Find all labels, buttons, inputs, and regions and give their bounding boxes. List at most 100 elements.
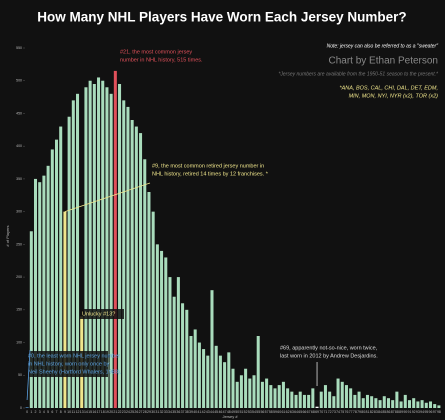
x-tick-label: 66 bbox=[302, 410, 306, 414]
x-tick-label: 62 bbox=[286, 410, 290, 414]
bar bbox=[370, 396, 374, 408]
bar bbox=[437, 405, 441, 408]
x-tick-label: 80 bbox=[361, 410, 365, 414]
x-tick-label: 75 bbox=[340, 410, 344, 414]
x-tick-label: 48 bbox=[227, 410, 231, 414]
x-tick-label: 38 bbox=[185, 410, 189, 414]
x-tick-label: 50 bbox=[235, 410, 239, 414]
annotation: NHL history, retired 14 times by 12 fran… bbox=[152, 171, 269, 177]
bar bbox=[391, 400, 395, 408]
x-tick-label: 49 bbox=[231, 410, 235, 414]
x-tick-label: 29 bbox=[147, 410, 151, 414]
x-tick-label: 31 bbox=[155, 410, 159, 414]
x-tick-label: 81 bbox=[366, 410, 370, 414]
bar bbox=[239, 375, 243, 408]
x-tick-label: 37 bbox=[181, 410, 185, 414]
y-axis-label: # of Players bbox=[5, 225, 10, 246]
bar bbox=[197, 342, 201, 408]
bar bbox=[248, 378, 252, 408]
bar bbox=[176, 277, 180, 408]
bar bbox=[139, 133, 143, 408]
x-tick-label: 82 bbox=[370, 410, 374, 414]
bar bbox=[218, 355, 222, 408]
x-tick-label: 60 bbox=[277, 410, 281, 414]
x-tick-label: 86 bbox=[387, 410, 391, 414]
x-tick-label: 12 bbox=[76, 410, 80, 414]
y-tick-label: 0 bbox=[20, 406, 22, 410]
y-tick-label: 200 bbox=[16, 275, 22, 279]
bar bbox=[416, 401, 420, 408]
bar bbox=[193, 329, 197, 408]
bar bbox=[189, 336, 193, 408]
x-tick-label: 55 bbox=[256, 410, 260, 414]
bar bbox=[223, 362, 227, 408]
x-tick-label: 15 bbox=[88, 410, 92, 414]
x-tick-label: 83 bbox=[374, 410, 378, 414]
annotation: in NHL history, worn only once by bbox=[28, 361, 110, 367]
bar bbox=[311, 388, 315, 408]
bar bbox=[281, 381, 285, 408]
bar bbox=[92, 84, 96, 408]
bar bbox=[63, 211, 67, 408]
annotation: Neil Sheehy (Hartford Whalers, 1988). bbox=[28, 369, 122, 375]
annotation: #0, the least worn NHL jersey number bbox=[28, 353, 120, 359]
bar bbox=[101, 80, 105, 409]
bar bbox=[118, 84, 122, 408]
y-tick-label: 450 bbox=[16, 111, 22, 115]
x-tick-label: 17 bbox=[97, 410, 101, 414]
x-tick-label: 45 bbox=[214, 410, 218, 414]
bar bbox=[290, 391, 294, 408]
bar bbox=[160, 250, 164, 408]
x-tick-label: 52 bbox=[244, 410, 248, 414]
bar bbox=[235, 381, 239, 408]
y-tick-label: 150 bbox=[16, 308, 22, 312]
x-tick-label: 27 bbox=[139, 410, 143, 414]
x-tick-label: 1 bbox=[30, 410, 32, 414]
bar bbox=[357, 391, 361, 408]
bar bbox=[365, 394, 369, 408]
bar bbox=[185, 309, 189, 408]
bar bbox=[407, 400, 411, 408]
bar bbox=[273, 388, 277, 408]
bar bbox=[244, 368, 248, 408]
x-tick-label: 63 bbox=[290, 410, 294, 414]
x-tick-label: 42 bbox=[202, 410, 206, 414]
subtitle: *Jersey numbers are available from the 1… bbox=[278, 71, 439, 77]
x-tick-label: 39 bbox=[189, 410, 193, 414]
y-tick-label: 550 bbox=[16, 46, 22, 50]
x-tick-label: 26 bbox=[134, 410, 138, 414]
bar bbox=[378, 400, 382, 408]
x-tick-label: 6 bbox=[51, 410, 53, 414]
x-tick-label: 65 bbox=[298, 410, 302, 414]
x-tick-label: 22 bbox=[118, 410, 122, 414]
x-tick-label: 79 bbox=[357, 410, 361, 414]
y-tick-label: 100 bbox=[16, 340, 22, 344]
bar bbox=[113, 70, 117, 408]
x-tick-label: 68 bbox=[311, 410, 315, 414]
x-tick-label: 51 bbox=[239, 410, 243, 414]
x-tick-label: 36 bbox=[176, 410, 180, 414]
bar bbox=[382, 396, 386, 408]
x-tick-label: 57 bbox=[265, 410, 269, 414]
bar bbox=[172, 296, 176, 408]
x-tick-label: 11 bbox=[72, 410, 76, 414]
annotation-box bbox=[26, 351, 108, 377]
y-tick-label: 300 bbox=[16, 210, 22, 214]
bar bbox=[122, 100, 126, 408]
x-tick-label: 4 bbox=[43, 410, 45, 414]
bar bbox=[168, 277, 172, 408]
x-tick-label: 30 bbox=[151, 410, 155, 414]
chart-title: How Many NHL Players Have Worn Each Jers… bbox=[37, 10, 406, 25]
x-tick-label: 56 bbox=[260, 410, 264, 414]
bar bbox=[76, 93, 80, 409]
bar bbox=[109, 93, 113, 409]
bar bbox=[33, 178, 38, 408]
bar bbox=[294, 394, 298, 408]
bar bbox=[298, 391, 302, 408]
bar bbox=[143, 159, 147, 408]
x-tick-label: 2 bbox=[35, 410, 37, 414]
annotation-box bbox=[80, 309, 124, 319]
x-tick-label: 7 bbox=[56, 410, 58, 414]
bar bbox=[412, 398, 416, 408]
